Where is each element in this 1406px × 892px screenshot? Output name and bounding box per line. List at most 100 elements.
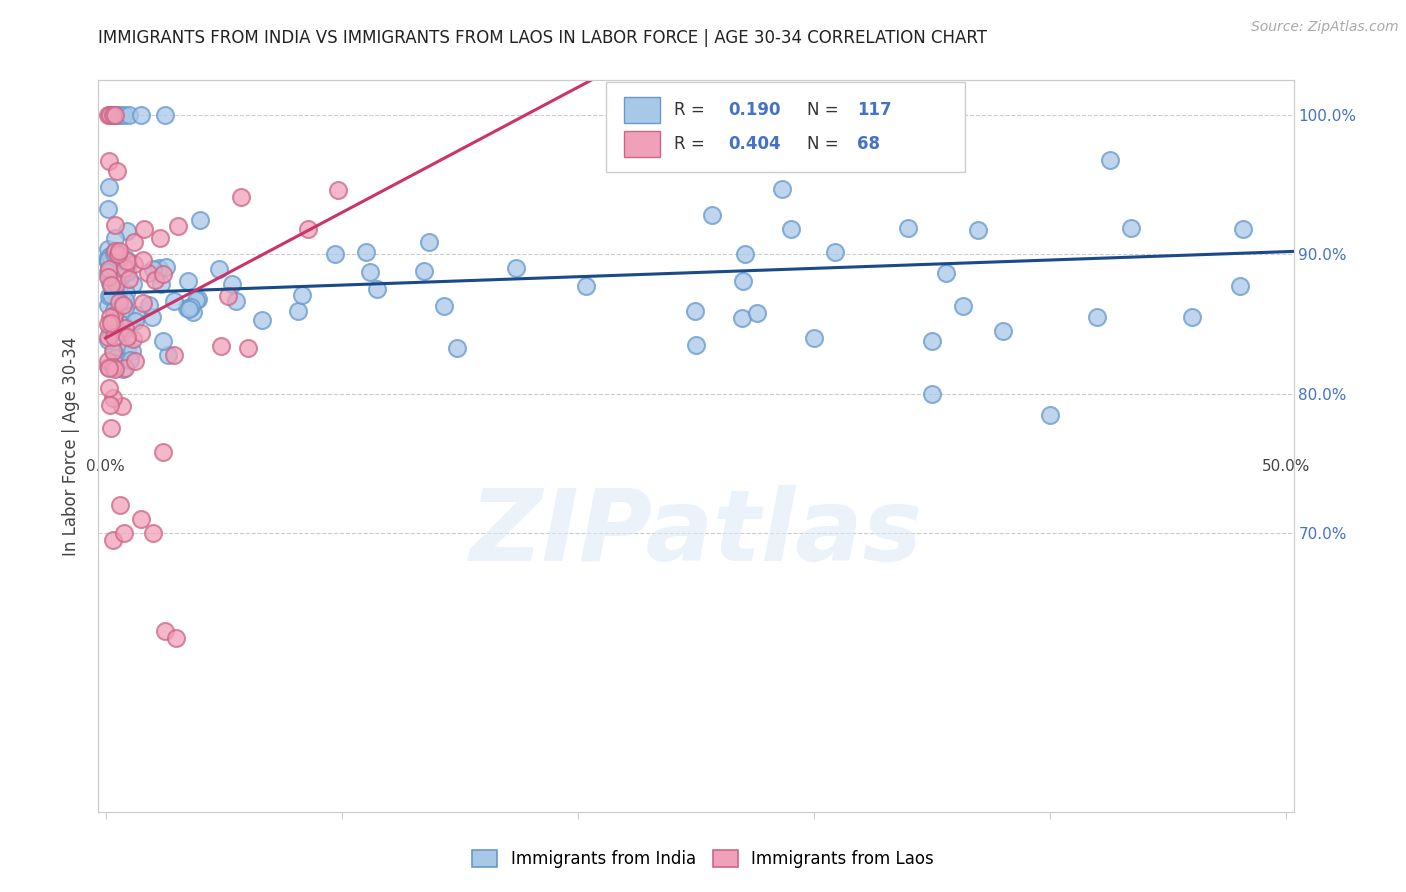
Point (103, 356, 125, 370)
Point (98, 249, 121, 263)
Point (433, 299, 456, 313)
Text: N =: N = (807, 101, 844, 119)
Point (187, 292, 209, 306)
Point (115, 254, 138, 268)
Point (107, 247, 129, 261)
Point (115, 342, 138, 356)
Point (118, 353, 141, 368)
Point (186, 293, 208, 307)
Point (163, 348, 186, 362)
Point (129, 512, 152, 526)
Point (731, 274, 754, 288)
Text: 0.404: 0.404 (728, 135, 780, 153)
Point (114, 293, 136, 307)
Point (97, 250, 120, 264)
Point (107, 244, 129, 258)
Point (103, 245, 125, 260)
Point (100, 317, 122, 331)
Point (105, 164, 128, 178)
Point (103, 344, 125, 359)
Point (505, 260, 527, 275)
Point (101, 391, 124, 405)
Point (124, 354, 146, 368)
Point (117, 265, 139, 279)
Point (97, 333, 120, 347)
Point (779, 221, 801, 235)
Text: Source: ZipAtlas.com: Source: ZipAtlas.com (1251, 20, 1399, 34)
Point (132, 296, 155, 310)
Point (98, 289, 121, 303)
Point (921, 334, 943, 348)
Point (824, 244, 846, 259)
Text: ZIPatlas: ZIPatlas (470, 485, 922, 582)
Point (142, 526, 165, 541)
Point (97, 359, 120, 374)
Point (97, 253, 120, 268)
Point (125, 308, 148, 322)
Point (166, 219, 188, 233)
Point (114, 321, 136, 335)
Point (104, 231, 127, 245)
Point (291, 288, 314, 302)
Point (112, 526, 135, 541)
Point (1229, 279, 1251, 293)
Point (103, 270, 125, 285)
Point (103, 330, 125, 344)
Point (1039, 408, 1062, 422)
Point (114, 260, 136, 275)
Point (100, 421, 122, 435)
Point (921, 386, 943, 401)
Point (100, 277, 122, 291)
Point (803, 331, 825, 345)
Point (153, 108, 176, 122)
Point (129, 108, 152, 122)
Point (121, 277, 143, 291)
Point (326, 184, 349, 198)
Point (115, 285, 138, 300)
Point (153, 624, 176, 638)
FancyBboxPatch shape (606, 82, 965, 171)
Point (221, 277, 243, 291)
Text: 0.0%: 0.0% (86, 459, 125, 475)
Point (1119, 220, 1142, 235)
Point (107, 259, 129, 273)
Point (115, 223, 138, 237)
Point (747, 306, 769, 320)
Point (1181, 310, 1204, 325)
Point (176, 274, 198, 288)
Point (731, 310, 754, 325)
Point (124, 314, 146, 328)
Point (225, 294, 247, 309)
Point (117, 257, 139, 271)
Point (97, 317, 120, 331)
Point (97, 298, 120, 312)
Point (991, 324, 1014, 338)
Point (100, 256, 122, 270)
Point (935, 266, 957, 280)
Point (97, 265, 120, 279)
Point (575, 278, 598, 293)
Point (150, 277, 173, 291)
Point (122, 235, 145, 249)
Point (104, 362, 127, 376)
Point (104, 218, 127, 232)
Point (97, 330, 120, 344)
Point (108, 498, 131, 512)
Point (323, 247, 346, 261)
Point (112, 108, 135, 122)
Point (108, 108, 131, 122)
Legend: Immigrants from India, Immigrants from Laos: Immigrants from India, Immigrants from L… (465, 843, 941, 875)
Point (208, 261, 231, 276)
Point (107, 297, 129, 311)
Point (121, 332, 143, 346)
Point (114, 360, 136, 375)
Point (734, 247, 756, 261)
Point (129, 326, 152, 340)
Point (103, 247, 125, 261)
Point (217, 289, 239, 303)
Point (177, 302, 200, 317)
Point (702, 208, 724, 222)
Point (98, 398, 121, 412)
Point (103, 314, 125, 328)
Point (111, 399, 134, 413)
